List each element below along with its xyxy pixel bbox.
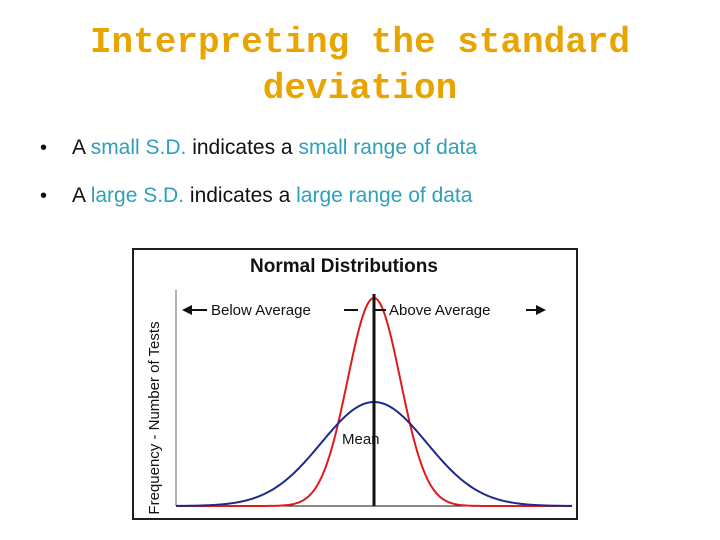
bullet-text: indicates a [186,136,299,159]
mean-label: Mean [342,431,380,448]
bullet-item-large-sd: • A large S.D. indicates a large range o… [40,176,700,224]
bullet-highlight: small range of data [298,136,478,159]
plot-area [175,294,573,507]
bullet-text: A [72,136,91,159]
above-average-label: Above Average [389,302,490,319]
chart-title: Normal Distributions [250,256,438,277]
slide-title-line-2: deviation [262,68,458,109]
bullet-dot-icon: • [40,185,48,207]
below-average-label: Below Average [211,302,311,319]
slide-title: Interpreting the standard deviation [0,20,720,112]
bullet-text: A [72,184,91,207]
slide-title-line-1: Interpreting the standard [89,22,631,63]
bullet-highlight: large S.D. [90,184,185,207]
bullet-list: • A small S.D. indicates a small range o… [40,128,700,224]
bullet-highlight: large range of data [296,184,473,207]
bullet-text: indicates a [184,184,297,207]
left-arrow-icon [182,305,192,315]
normal-distribution-figure: Normal Distributions Frequency - Number … [132,248,578,520]
y-axis-label: Frequency - Number of Tests [146,321,163,514]
annotation-layer: Below Average Above Average Mean [182,302,546,448]
normal-distribution-chart: Normal Distributions Frequency - Number … [146,256,573,515]
right-arrow-icon [536,305,546,315]
bullet-highlight: small S.D. [90,136,187,159]
bullet-item-small-sd: • A small S.D. indicates a small range o… [40,128,700,176]
bullet-dot-icon: • [40,137,48,159]
